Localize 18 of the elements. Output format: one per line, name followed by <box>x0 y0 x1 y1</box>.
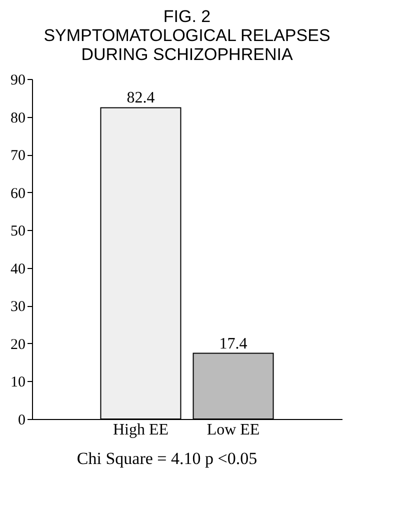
data-label: 82.4 <box>126 90 155 107</box>
y-tick-label: 10 <box>10 374 26 391</box>
y-tick-label: 60 <box>10 186 26 202</box>
y-tick-label: 0 <box>18 412 26 428</box>
text: SYMPTOMATOLOGICAL RELAPSES <box>44 26 330 45</box>
data-label: 17.4 <box>219 335 248 352</box>
y-tick-label: 70 <box>10 148 26 164</box>
y-tick-label: 20 <box>10 336 26 353</box>
y-tick-label: 40 <box>10 261 26 278</box>
y-tick-label: 30 <box>10 299 26 316</box>
y-tick-label: 80 <box>10 110 26 126</box>
y-tick-label: 50 <box>10 224 26 240</box>
text: DURING SCHIZOPHRENIA <box>81 45 293 64</box>
text: Chi Square = 4.10 p <0.05 <box>76 449 258 468</box>
text: FIG. 2 <box>163 7 211 26</box>
y-tick-label: 90 <box>10 72 26 88</box>
x-tick-label: Low EE <box>206 422 260 438</box>
x-tick-label: High EE <box>112 422 169 438</box>
